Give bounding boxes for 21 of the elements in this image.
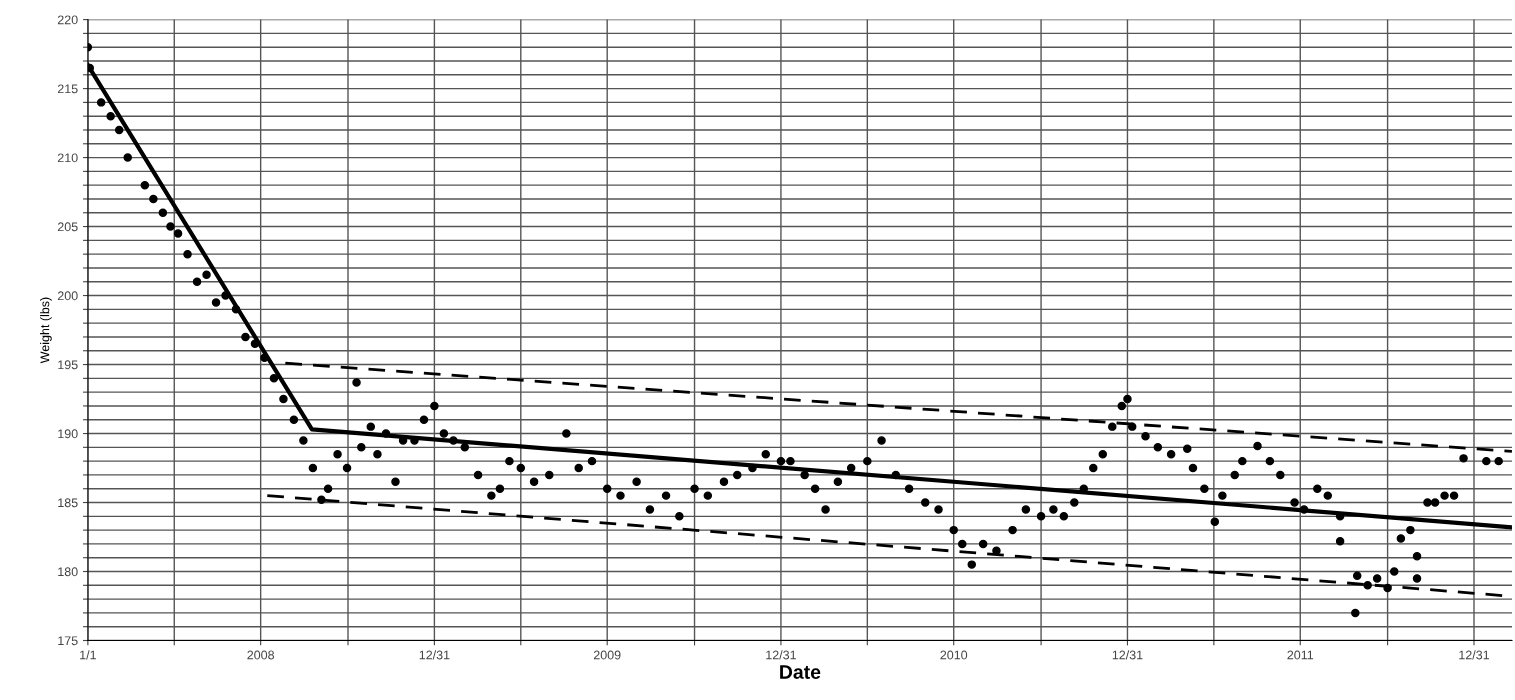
x-axis-title: Date (780, 665, 821, 679)
x-tick-label: 2009 (593, 650, 621, 660)
y-axis-title: Weight (lbs) (40, 297, 52, 364)
x-tick-label: 1/1 (80, 650, 96, 660)
y-tick-label: 220 (57, 15, 78, 25)
y-tick-label: 195 (58, 360, 78, 370)
y-tick-label: 190 (58, 429, 78, 439)
y-tick-label: 205 (57, 222, 78, 232)
x-tick-label: 12/31 (1459, 650, 1490, 660)
y-tick-label: 180 (58, 567, 78, 577)
x-tick-label: 2010 (940, 650, 968, 660)
y-tick-label: 185 (58, 498, 78, 508)
y-tick-label: 215 (57, 84, 78, 94)
x-tick-label: 12/31 (419, 650, 450, 660)
y-tick-label: 210 (57, 153, 78, 163)
y-tick-label: 175 (58, 636, 78, 646)
x-tick-label: 2008 (247, 650, 275, 660)
y-tick-label: 200 (57, 291, 78, 301)
x-tick-label: 2011 (1287, 650, 1314, 660)
x-tick-label: 12/31 (766, 650, 796, 660)
x-tick-label: 12/31 (1112, 650, 1143, 660)
